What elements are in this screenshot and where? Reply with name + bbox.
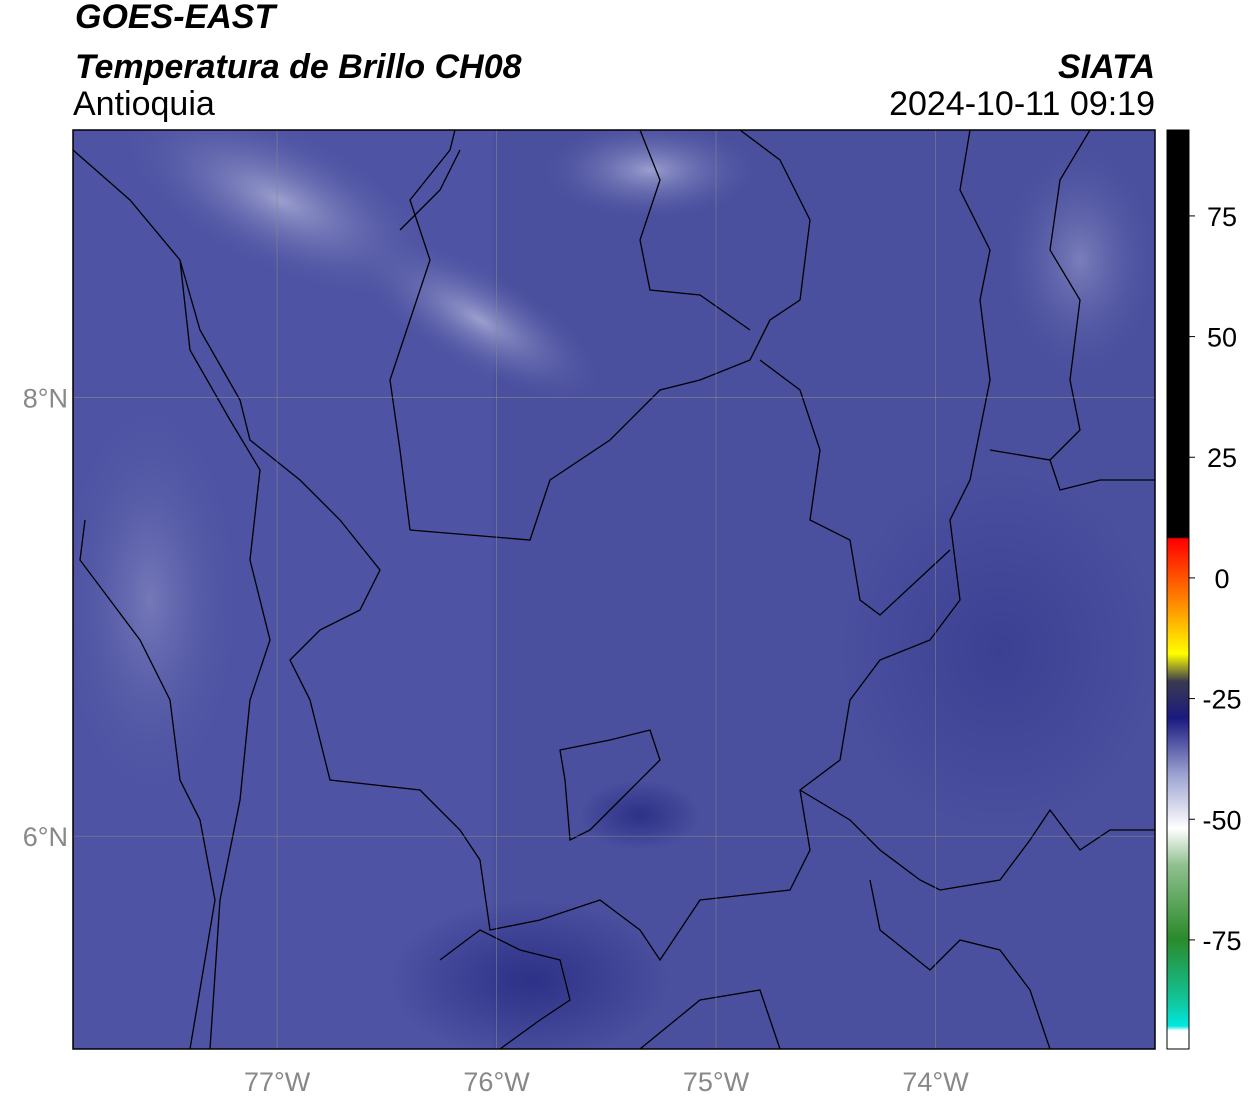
colorbar — [1166, 129, 1190, 1050]
x-tick-label: 76°W — [463, 1067, 530, 1097]
datetime: 2024-10-11 09:19 — [889, 85, 1155, 123]
colorbar-tick-label: -25 — [1202, 685, 1241, 715]
colorbar-tick-label: -75 — [1202, 926, 1241, 956]
colorbar-tick-label: 25 — [1207, 443, 1237, 473]
cloud — [356, 237, 604, 403]
borders — [73, 130, 1155, 1049]
x-tick-label: 75°W — [683, 1067, 750, 1097]
map-area — [73, 130, 1155, 1049]
subtitle: Temperatura de Brillo CH08 — [75, 48, 522, 86]
graticule — [73, 130, 1155, 1049]
y-tick-label: 6°N — [23, 822, 68, 852]
source: SIATA — [1058, 48, 1155, 86]
cloud — [1000, 140, 1155, 380]
cloud — [73, 400, 240, 800]
title: GOES-EAST — [75, 0, 278, 36]
cold-area — [840, 470, 1155, 830]
colorbar-tick-label: -50 — [1202, 805, 1241, 835]
map-frame — [72, 129, 1156, 1050]
region: Antioquia — [73, 85, 215, 123]
cold-area — [390, 900, 670, 1049]
x-tick-label: 77°W — [244, 1067, 311, 1097]
colorbar-tick-label: 75 — [1207, 202, 1237, 232]
axes: 77°W 76°W 75°W 74°W 8°N 6°N -75 -50 -25 0 25 50 75 — [23, 202, 1242, 1097]
colorbar-tick-label: 50 — [1207, 323, 1237, 353]
cloud — [123, 130, 437, 296]
cloud — [540, 130, 760, 220]
x-tick-label: 74°W — [902, 1067, 969, 1097]
cold-area — [580, 780, 700, 850]
y-tick-label: 8°N — [23, 384, 68, 414]
colorbar-tick-label: 0 — [1214, 564, 1229, 594]
